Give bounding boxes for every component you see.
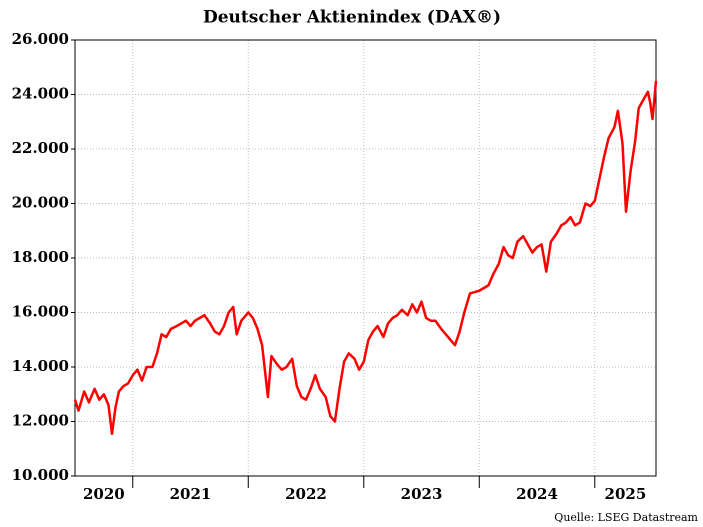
y-tick-label: 16.000 [12, 303, 69, 321]
x-tick-label: 2021 [170, 485, 212, 503]
y-tick-label: 12.000 [12, 412, 69, 430]
source-note: Quelle: LSEG Datastream [554, 511, 698, 524]
y-tick-label: 14.000 [12, 357, 69, 375]
y-tick-label: 20.000 [12, 194, 69, 212]
x-tick-label: 2024 [516, 485, 558, 503]
y-tick-label: 18.000 [12, 248, 69, 266]
y-tick-label: 24.000 [12, 85, 69, 103]
y-tick-label: 10.000 [12, 466, 69, 484]
y-tick-label: 22.000 [12, 139, 69, 157]
x-tick-label: 2025 [605, 485, 647, 503]
chart-title: Deutscher Aktienindex (DAX®) [203, 8, 501, 28]
x-tick-label: 2020 [83, 485, 125, 503]
plot-frame [74, 39, 657, 477]
x-tick-label: 2022 [285, 485, 327, 503]
data-line [73, 80, 658, 436]
x-tick-label: 2023 [401, 485, 443, 503]
y-tick-label: 26.000 [12, 30, 69, 48]
